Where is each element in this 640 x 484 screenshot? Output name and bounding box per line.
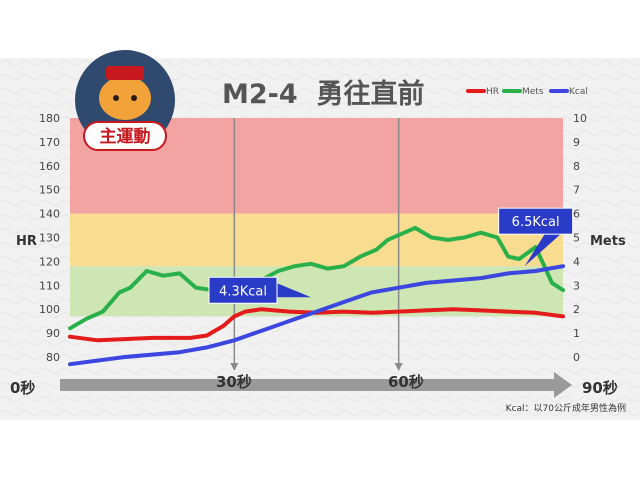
y2-tick-label: 7 — [573, 184, 580, 197]
legend-hr-label: HR — [486, 87, 499, 97]
y2-tick-label: 6 — [573, 208, 580, 221]
mascot-badge — [83, 121, 167, 151]
y2-tick-label: 2 — [573, 303, 580, 316]
y-tick-label: 120 — [39, 255, 60, 268]
y-tick-label: 160 — [39, 160, 60, 173]
time-label-60: 60秒 — [388, 373, 424, 391]
footnote: Kcal：以70公斤成年男性為例 — [506, 402, 626, 414]
y-tick-label: 110 — [39, 279, 60, 292]
arrow-right-icon — [60, 372, 572, 398]
y2-tick-label: 8 — [573, 160, 580, 173]
time-label-90: 90秒 — [582, 379, 618, 397]
y-tick-label: 80 — [46, 351, 60, 364]
callout-pointer — [524, 234, 561, 267]
callout-box — [498, 207, 574, 235]
series-line-kcal — [68, 264, 565, 367]
mascot-hat — [106, 66, 144, 80]
y2-tick-label: 1 — [573, 327, 580, 340]
time-label-0: 0秒 — [10, 379, 35, 397]
series-line-hr — [68, 307, 565, 343]
y-tick-label: 150 — [39, 184, 60, 197]
chart-title: M2-4 勇往直前 — [222, 78, 424, 110]
y2-tick-label: 10 — [573, 112, 587, 125]
mascot-badge-label: 主運動 — [100, 126, 151, 147]
legend-kcal-label: Kcal — [569, 87, 588, 97]
time-marker-arrow — [230, 363, 239, 371]
time-axis: 0秒 30秒 60秒 90秒 — [10, 372, 618, 398]
mascot-eye — [131, 95, 137, 101]
y2-tick-label: 0 — [573, 351, 580, 364]
zone-band-1 — [70, 213, 563, 267]
right-axis-label: Mets — [590, 234, 626, 249]
callout-pointer — [277, 283, 312, 298]
y-tick-label: 180 — [39, 112, 60, 125]
legend-mets-label: Mets — [522, 87, 544, 97]
series-line-mets — [68, 225, 565, 331]
y-tick-label: 170 — [39, 136, 60, 149]
y2-tick-label: 3 — [573, 279, 580, 292]
left-axis-ticks: 80 90 100 110 120 130 140 150 160 170 180 — [39, 112, 60, 364]
y-tick-label: 140 — [39, 208, 60, 221]
callout-label: 6.5Kcal — [512, 215, 560, 230]
mascot-eye — [113, 95, 119, 101]
y2-tick-label: 9 — [573, 136, 580, 149]
mascot-face — [99, 76, 151, 120]
y2-tick-label: 5 — [573, 232, 580, 245]
series-lines — [68, 225, 565, 367]
right-axis-ticks: 0 1 2 3 4 5 6 7 8 9 10 — [573, 112, 587, 364]
callouts: 4.3Kcal 6.5Kcal — [208, 207, 574, 304]
y2-tick-label: 4 — [573, 255, 580, 268]
callout-box — [208, 276, 278, 304]
time-markers — [230, 118, 403, 371]
y-tick-label: 90 — [46, 327, 60, 340]
mascot: 主運動 — [75, 50, 175, 151]
callout-label: 4.3Kcal — [219, 284, 267, 299]
left-axis-label: HR — [16, 234, 37, 249]
y-tick-label: 130 — [39, 232, 60, 245]
time-label-30: 30秒 — [216, 373, 252, 391]
y-tick-label: 100 — [39, 303, 60, 316]
legend: HR Mets Kcal — [466, 87, 588, 97]
time-marker-arrow — [394, 363, 403, 371]
